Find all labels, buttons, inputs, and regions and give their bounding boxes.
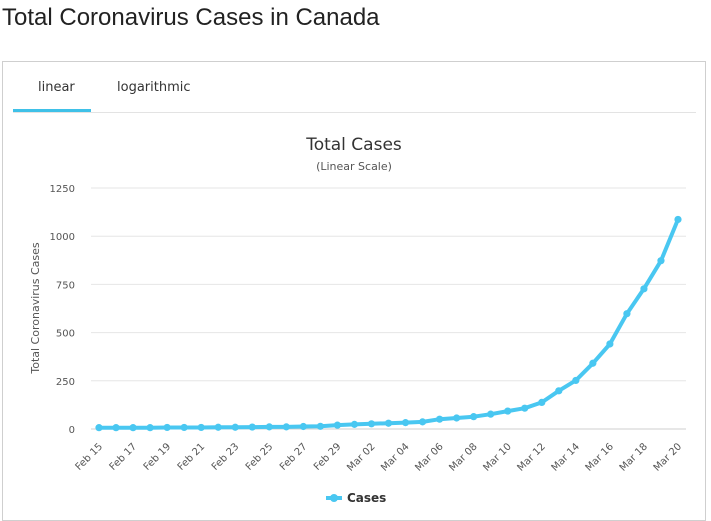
- x-tick-label: Feb 23: [210, 441, 242, 473]
- cases-chart: Total Cases (Linear Scale) 0 250 500 750 100…: [29, 135, 686, 505]
- data-point[interactable]: [316, 422, 324, 430]
- x-tick-label: Mar 10: [481, 441, 513, 473]
- data-point[interactable]: [657, 257, 665, 265]
- x-tick-label: Feb 25: [244, 441, 276, 473]
- data-point[interactable]: [640, 285, 648, 293]
- y-tick-label: 1250: [50, 184, 75, 195]
- x-tick-label: Feb 19: [142, 441, 174, 473]
- data-point[interactable]: [95, 424, 103, 432]
- x-tick-label: Feb 27: [278, 441, 310, 473]
- x-tick-label: Feb 21: [176, 441, 208, 473]
- tab-logarithmic[interactable]: logarithmic: [117, 80, 191, 95]
- data-point[interactable]: [538, 398, 546, 406]
- data-point[interactable]: [214, 423, 222, 431]
- data-point[interactable]: [555, 387, 563, 395]
- data-point[interactable]: [384, 419, 393, 427]
- page-title: Total Coronavirus Cases in Canada: [2, 4, 380, 31]
- data-point[interactable]: [606, 340, 614, 348]
- active-tab-indicator: [13, 109, 91, 112]
- data-point[interactable]: [299, 422, 307, 431]
- data-point[interactable]: [453, 414, 461, 422]
- y-tick-label: 750: [56, 280, 75, 291]
- data-point[interactable]: [248, 423, 256, 431]
- data-point[interactable]: [163, 423, 171, 432]
- y-axis-label: Total Coronavirus Cases: [29, 242, 42, 375]
- data-point[interactable]: [333, 421, 342, 429]
- x-tick-label: Mar 04: [379, 441, 411, 473]
- data-point[interactable]: [282, 423, 290, 431]
- data-point[interactable]: [572, 376, 580, 385]
- x-axis-ticks: Feb 15 Feb 17 Feb 19 Feb 21 Feb 23 Feb 25 Feb …: [74, 441, 685, 473]
- data-point[interactable]: [231, 423, 239, 431]
- x-tick-label: Mar 02: [345, 441, 377, 473]
- data-point[interactable]: [180, 423, 188, 432]
- x-tick-label: Mar 06: [413, 441, 445, 473]
- y-tick-label: 500: [56, 329, 75, 340]
- y-axis-ticks: 0 250 500 750 1000 1250: [50, 184, 75, 436]
- chart-panel: linear logarithmic Total Cases (Linear S…: [2, 61, 706, 521]
- data-point[interactable]: [674, 215, 682, 224]
- data-point[interactable]: [197, 423, 205, 432]
- data-point[interactable]: [265, 423, 273, 431]
- tab-linear[interactable]: linear: [38, 80, 75, 95]
- x-tick-label: Feb 17: [108, 441, 140, 473]
- data-point[interactable]: [350, 420, 359, 428]
- legend[interactable]: Cases: [326, 491, 386, 505]
- data-point[interactable]: [589, 359, 597, 367]
- data-point[interactable]: [401, 419, 410, 427]
- series-line: [97, 217, 680, 430]
- data-point[interactable]: [623, 310, 631, 318]
- y-tick-label: 250: [56, 377, 75, 388]
- x-tick-label: Mar 18: [618, 441, 650, 473]
- x-tick-label: Mar 08: [447, 441, 479, 473]
- data-point[interactable]: [504, 407, 512, 415]
- legend-label-cases: Cases: [347, 491, 386, 505]
- data-point[interactable]: [521, 404, 529, 412]
- series-cases[interactable]: [95, 215, 682, 432]
- data-point[interactable]: [146, 424, 154, 432]
- scale-tabs: linear logarithmic: [13, 62, 696, 113]
- data-point[interactable]: [470, 413, 478, 421]
- y-tick-label: 1000: [50, 232, 75, 243]
- data-point[interactable]: [367, 420, 376, 428]
- x-tick-label: Mar 14: [550, 441, 582, 473]
- legend-swatch-marker: [330, 494, 338, 502]
- x-tick-label: Mar 16: [584, 441, 616, 473]
- gridlines: [91, 187, 686, 430]
- data-point[interactable]: [487, 410, 495, 418]
- y-tick-label: 0: [69, 425, 75, 436]
- x-tick-label: Feb 29: [312, 441, 344, 473]
- chart-title: Total Cases: [305, 135, 402, 155]
- data-point[interactable]: [418, 418, 427, 426]
- chart-subtitle: (Linear Scale): [316, 160, 392, 173]
- x-tick-label: Feb 15: [74, 441, 106, 473]
- x-tick-label: Mar 20: [652, 441, 684, 473]
- data-point[interactable]: [435, 415, 444, 423]
- x-tick-label: Mar 12: [516, 441, 548, 473]
- data-point[interactable]: [112, 424, 120, 432]
- data-point[interactable]: [129, 424, 137, 432]
